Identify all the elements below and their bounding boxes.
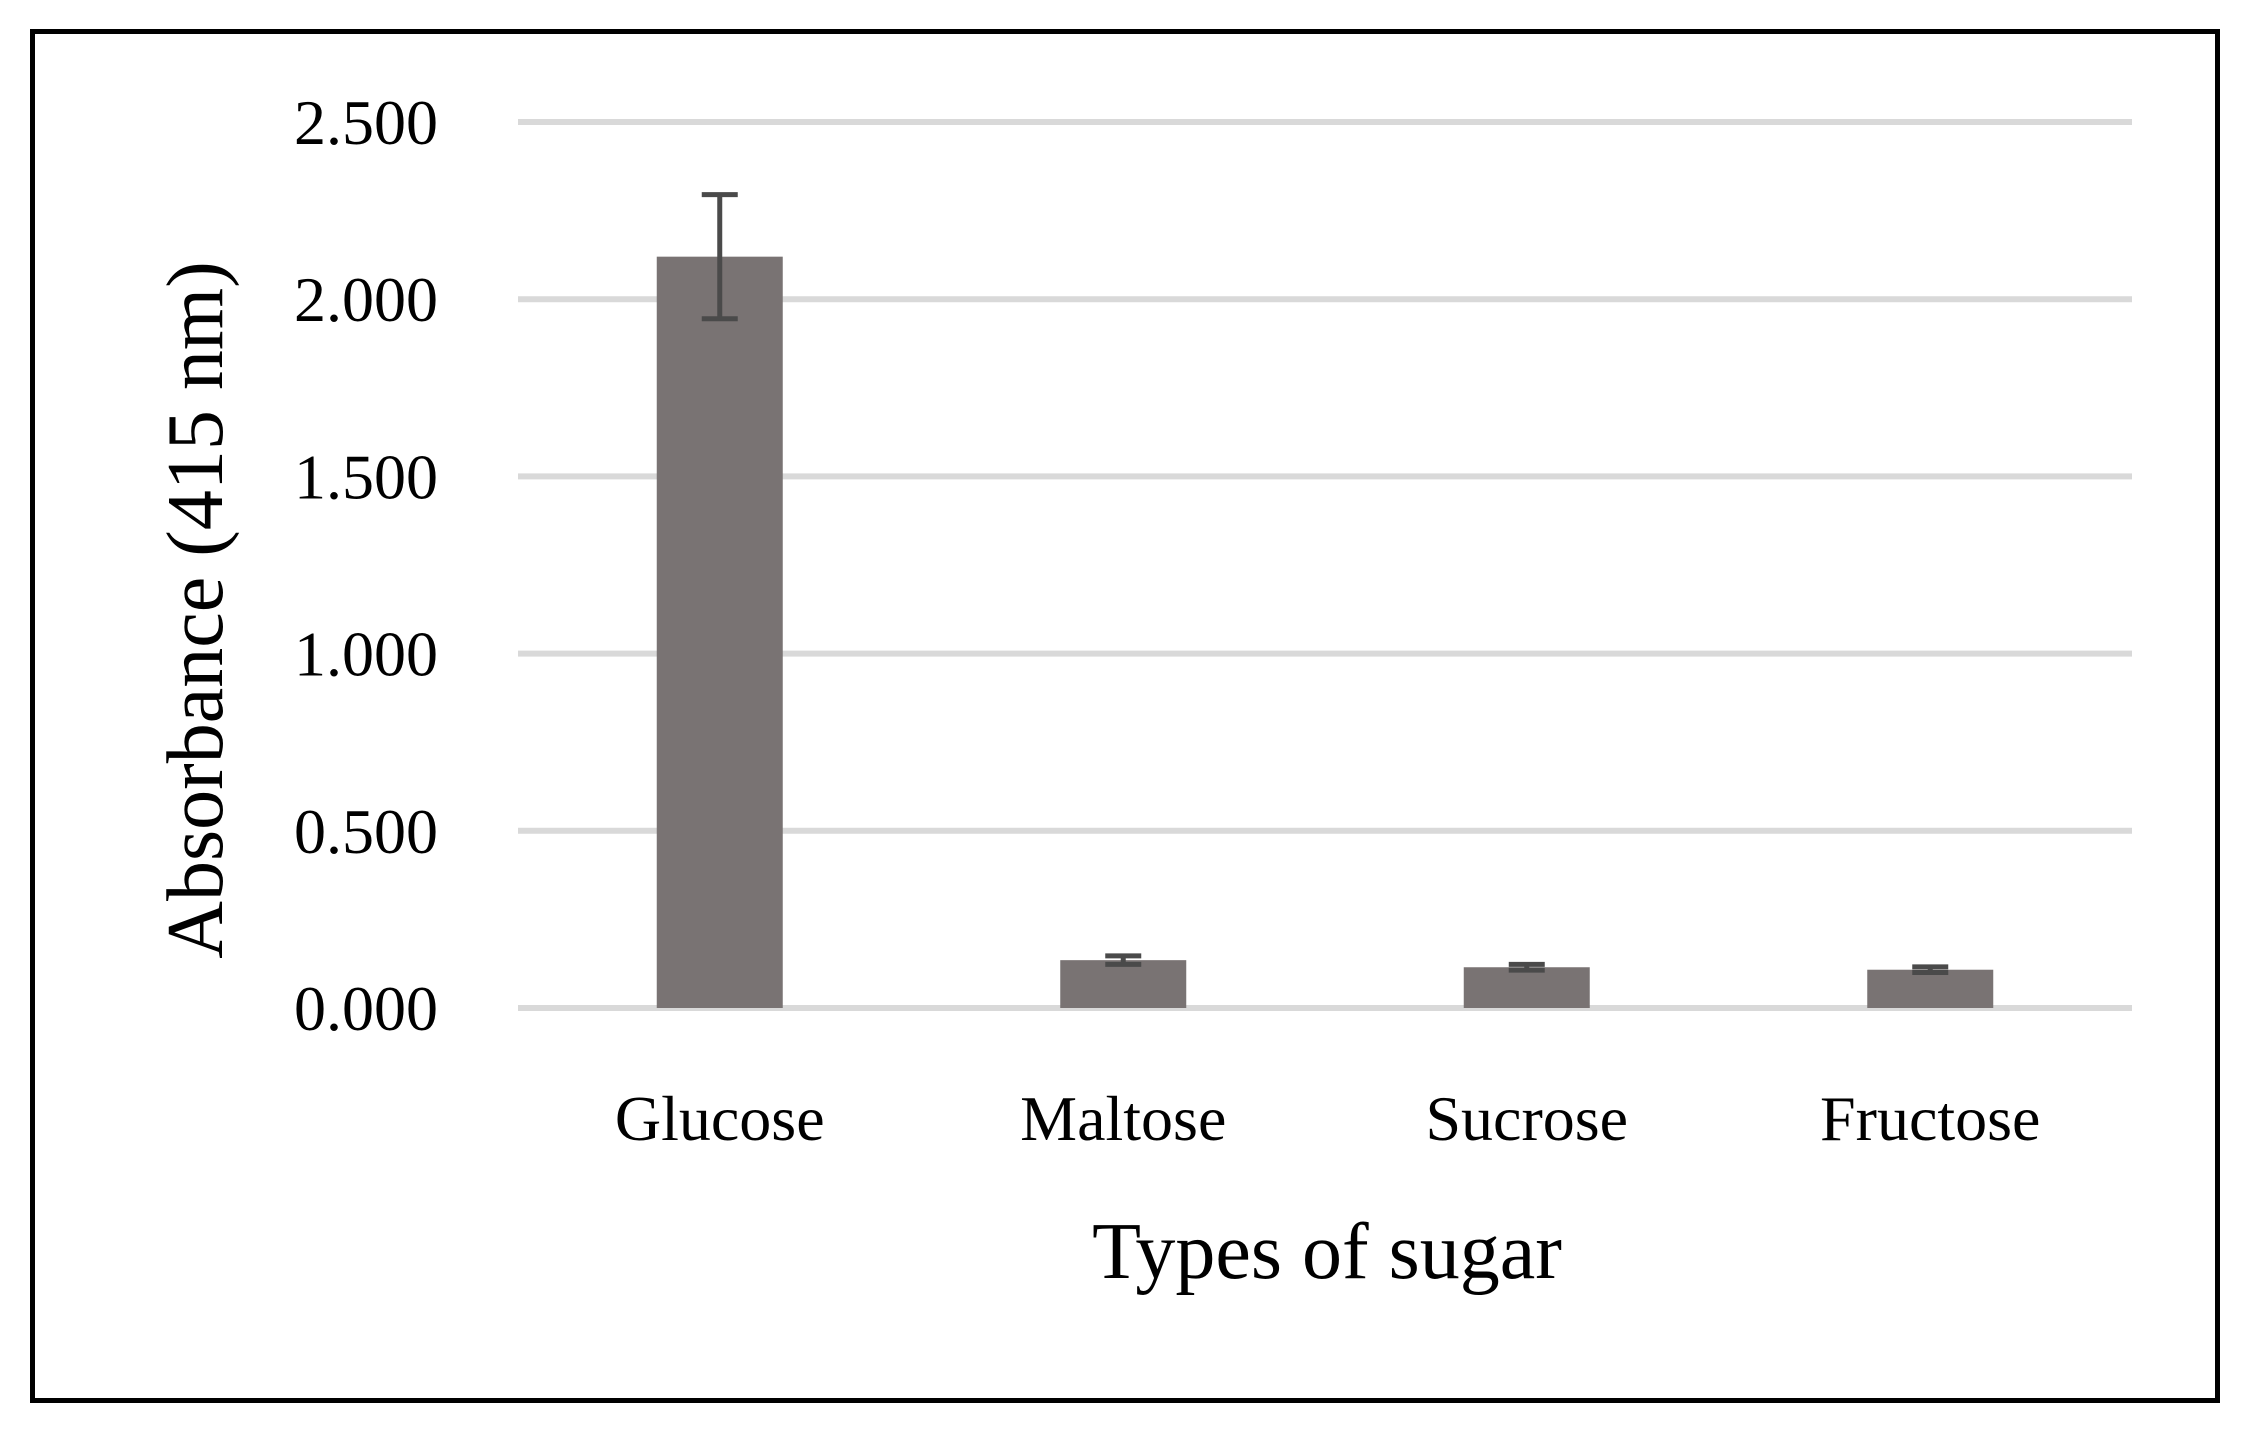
- grid-lines: [518, 119, 2132, 1011]
- error-bar-fructose: [1912, 964, 1949, 976]
- bar-maltose: [1060, 960, 1187, 1008]
- bars: [656, 256, 1994, 1008]
- error-bar-glucose: [701, 192, 738, 322]
- y-tick-label: 1.000: [294, 619, 438, 690]
- x-tick-label-fructose: Fructose: [1820, 1083, 2040, 1154]
- y-tick-label: 0.000: [294, 973, 438, 1044]
- x-tick-label-maltose: Maltose: [1020, 1083, 1226, 1154]
- chart-frame: [30, 29, 2220, 1403]
- x-tick-labels: Glucose Maltose Sucrose Fructose: [615, 1083, 2041, 1154]
- x-tick-label-glucose: Glucose: [615, 1083, 825, 1154]
- y-tick-labels: 0.000 0.500 1.000 1.500 2.000 2.500: [294, 87, 438, 1044]
- y-tick-label: 0.500: [294, 796, 438, 867]
- x-tick-label-sucrose: Sucrose: [1425, 1083, 1628, 1154]
- bar-sucrose: [1463, 967, 1590, 1008]
- bar-fructose: [1867, 969, 1994, 1008]
- error-bars: [701, 192, 1949, 976]
- y-tick-label: 1.500: [294, 441, 438, 512]
- y-tick-label: 2.500: [294, 87, 438, 158]
- y-axis-title: Absorbance (415 nm): [152, 261, 240, 959]
- y-tick-label: 2.000: [294, 264, 438, 335]
- bar-glucose: [656, 256, 783, 1008]
- error-bar-maltose: [1105, 953, 1142, 967]
- error-bar-sucrose: [1508, 961, 1545, 973]
- x-axis-title: Types of sugar: [1092, 1208, 1562, 1296]
